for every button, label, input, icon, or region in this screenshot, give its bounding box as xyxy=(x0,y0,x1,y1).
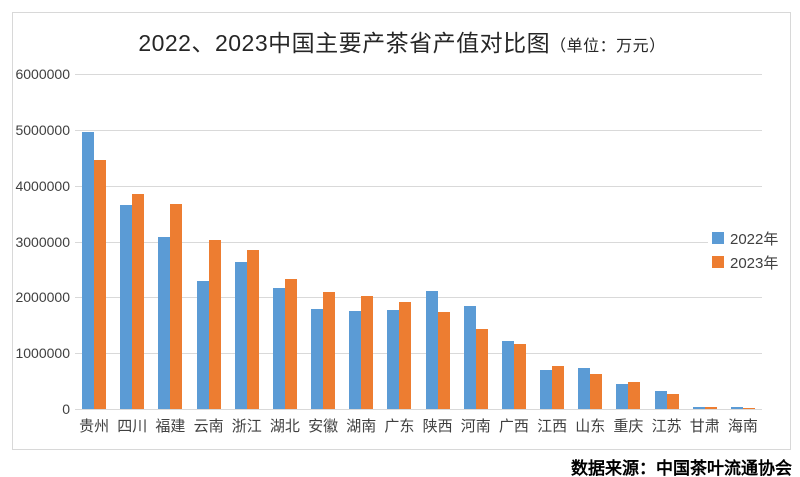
x-axis-category-label: 山东 xyxy=(575,418,606,435)
y-axis-tick-label: 0 xyxy=(62,401,70,417)
gridline-0 xyxy=(75,409,762,410)
bar-2022年-广西 xyxy=(501,340,514,409)
bar-2022年-河南 xyxy=(463,305,476,409)
y-axis-tick-label: 2000000 xyxy=(15,289,70,306)
gridline-4000000 xyxy=(75,185,762,187)
legend-swatch-2023 xyxy=(712,256,724,268)
bar-2023年-福建 xyxy=(170,203,183,409)
bar-2022年-浙江 xyxy=(234,261,247,409)
x-axis-category-label: 贵州 xyxy=(79,418,110,435)
bar-2023年-安徽 xyxy=(323,292,336,409)
bar-2022年-安徽 xyxy=(311,308,324,409)
legend-label-2023: 2023年 xyxy=(730,254,779,272)
y-axis-tick-label: 3000000 xyxy=(15,233,70,250)
legend-swatch-2022 xyxy=(712,232,724,244)
bar-2022年-江苏 xyxy=(654,391,667,409)
bar-2022年-湖北 xyxy=(272,288,285,409)
legend-label-2022: 2022年 xyxy=(730,230,779,248)
bar-2023年-湖北 xyxy=(284,278,297,409)
chart-title-main: 2022、2023中国主要产茶省产值对比图 xyxy=(138,30,551,56)
x-axis-category-label: 安徽 xyxy=(308,418,339,435)
source-note: 数据来源：中国茶叶流通协会 xyxy=(571,459,792,477)
x-axis-category-label: 陕西 xyxy=(422,418,453,435)
bar-2023年-广东 xyxy=(399,302,412,409)
x-axis-category-label: 河南 xyxy=(460,418,491,435)
chart-title-unit: （单位：万元） xyxy=(550,38,666,55)
bar-2022年-湖南 xyxy=(349,311,362,409)
bar-2022年-山东 xyxy=(578,368,591,409)
bar-2023年-陕西 xyxy=(437,311,450,409)
gridline-6000000 xyxy=(75,74,762,75)
y-axis-tick-label: 1000000 xyxy=(15,345,70,362)
x-axis-category-label: 重庆 xyxy=(613,418,644,435)
x-axis-category-label: 湖北 xyxy=(269,418,300,435)
y-axis-tick-label: 5000000 xyxy=(15,121,70,138)
x-axis-category-label: 海南 xyxy=(727,418,758,435)
bar-2022年-广东 xyxy=(387,310,400,409)
bar-2023年-江苏 xyxy=(666,393,679,409)
x-axis-category-label: 云南 xyxy=(193,418,224,435)
bar-2022年-贵州 xyxy=(82,131,95,409)
bar-2023年-山东 xyxy=(590,374,603,409)
x-axis-category-label: 甘肃 xyxy=(689,418,720,435)
bar-2022年-云南 xyxy=(196,280,209,409)
bar-2022年-四川 xyxy=(120,205,133,409)
bar-2023年-海南 xyxy=(742,407,755,409)
bar-2022年-重庆 xyxy=(616,384,629,409)
bar-2022年-海南 xyxy=(730,407,743,409)
bar-2023年-广西 xyxy=(513,344,526,409)
bar-2023年-湖南 xyxy=(361,296,374,409)
bar-2022年-甘肃 xyxy=(692,407,705,409)
gridline-2000000 xyxy=(75,297,762,299)
bar-2023年-浙江 xyxy=(246,249,259,409)
x-axis-category-label: 广西 xyxy=(498,418,529,435)
bar-2022年-江西 xyxy=(540,369,553,409)
bar-2023年-河南 xyxy=(475,329,488,409)
x-axis-category-label: 湖南 xyxy=(346,418,377,435)
gridline-1000000 xyxy=(75,353,762,355)
x-axis-category-label: 江西 xyxy=(537,418,568,435)
gridline-3000000 xyxy=(75,241,762,243)
bar-2022年-陕西 xyxy=(425,291,438,409)
bar-2023年-贵州 xyxy=(94,159,107,409)
gridline-5000000 xyxy=(75,129,762,131)
y-axis-tick-label: 4000000 xyxy=(15,177,70,194)
bar-2023年-甘肃 xyxy=(704,407,717,409)
x-axis-category-label: 江苏 xyxy=(651,418,682,435)
bar-2023年-四川 xyxy=(132,194,145,409)
bar-2023年-云南 xyxy=(208,240,221,409)
x-axis-category-label: 广东 xyxy=(384,418,415,435)
x-axis-category-label: 浙江 xyxy=(231,418,262,435)
legend-item-2023: 2023年 xyxy=(712,250,778,274)
bar-2023年-江西 xyxy=(552,366,565,409)
legend: 2022年 2023年 xyxy=(708,224,783,276)
x-axis-category-label: 福建 xyxy=(155,418,186,435)
y-axis-tick-label: 6000000 xyxy=(15,66,70,82)
x-axis-category-label: 四川 xyxy=(117,418,148,435)
bar-2023年-重庆 xyxy=(628,382,641,409)
chart-title: 2022、2023中国主要产茶省产值对比图（单位：万元） xyxy=(12,24,792,58)
legend-item-2022: 2022年 xyxy=(712,226,778,250)
bar-2022年-福建 xyxy=(158,237,171,409)
